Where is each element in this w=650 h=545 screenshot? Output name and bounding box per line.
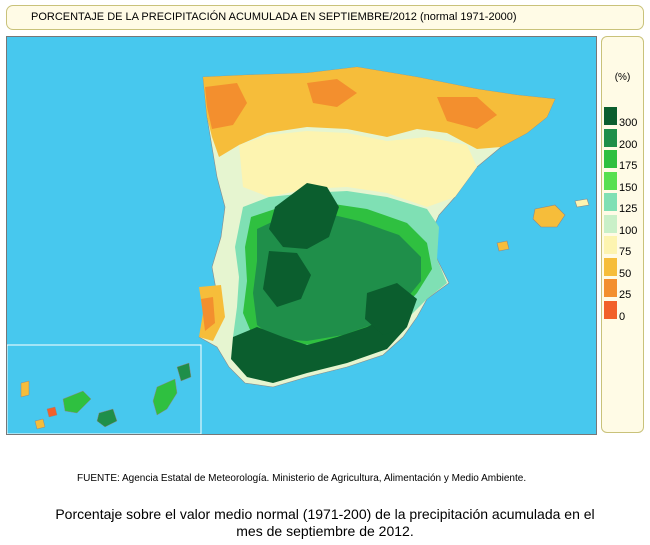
legend-label: 25: [619, 289, 632, 301]
canary-inset-frame: [7, 344, 202, 434]
southeast-dark-green: [365, 283, 417, 335]
canary-lanzarote: [176, 362, 192, 382]
map-svg: [7, 66, 590, 434]
legend: (%) 300 200 175 150 125 100 75 50 25 0: [601, 36, 644, 433]
canary-fuerteventura: [152, 378, 178, 416]
cantabrian-dry-area: [307, 79, 357, 107]
balearic-ibiza: [496, 240, 510, 252]
legend-swatch: [604, 300, 617, 319]
balearic-menorca: [574, 198, 590, 208]
map-title: PORCENTAJE DE LA PRECIPITACIÓN ACUMULADA…: [31, 11, 517, 23]
caption: Porcentaje sobre el valor medio normal (…: [0, 506, 650, 540]
legend-swatch: [604, 171, 617, 190]
north-dry-area: [203, 67, 555, 157]
legend-swatch: [604, 107, 617, 125]
legend-label: 300: [619, 117, 638, 129]
northeast-dry-area: [437, 97, 497, 129]
canary-la-palma: [20, 380, 30, 398]
legend-swatch: [604, 193, 617, 211]
south-dark-green: [231, 313, 407, 383]
central-dark-green-1: [269, 183, 339, 249]
legend-swatch: [604, 236, 617, 254]
canary-tenerife: [62, 390, 92, 414]
legend-label: 0: [619, 310, 626, 323]
ebro-yellow-area: [239, 131, 477, 207]
portugal-orange-area: [201, 297, 215, 331]
central-dark-green-2: [263, 251, 311, 307]
legend-label: 50: [619, 267, 632, 280]
canary-gran-canaria: [96, 408, 118, 428]
legend-swatch: [604, 279, 617, 297]
canary-el-hierro: [34, 418, 46, 430]
legend-swatch: [604, 214, 617, 233]
balearic-majorca: [532, 204, 566, 228]
legend-label: 75: [619, 246, 632, 258]
galicia-dry-area: [205, 83, 247, 129]
legend-swatch: [604, 257, 617, 276]
legend-label: 175: [619, 160, 638, 172]
legend-label: 125: [619, 203, 638, 215]
precipitation-map: [6, 36, 597, 435]
canary-la-gomera: [46, 406, 58, 418]
legend-label: 100: [619, 224, 638, 237]
caption-line-2: mes de septiembre de 2012.: [236, 523, 414, 539]
source-note: FUENTE: Agencia Estatal de Meteorología.…: [77, 473, 527, 484]
legend-swatch: [604, 150, 617, 168]
legend-label: 150: [619, 181, 638, 194]
legend-label: 200: [619, 138, 638, 151]
legend-swatch: [604, 128, 617, 147]
map-title-box: PORCENTAJE DE LA PRECIPITACIÓN ACUMULADA…: [6, 5, 644, 30]
legend-unit: (%): [614, 72, 631, 83]
caption-line-1: Porcentaje sobre el valor medio normal (…: [55, 506, 595, 522]
